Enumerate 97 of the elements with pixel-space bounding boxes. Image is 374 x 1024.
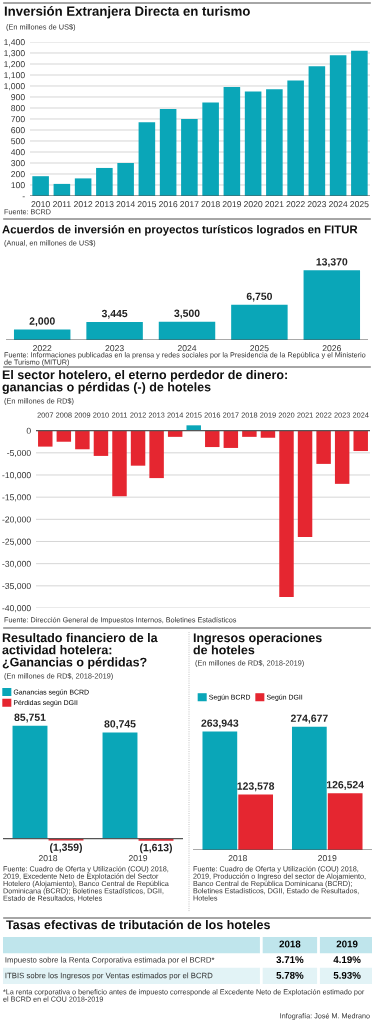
x-tick-label: 2022 — [286, 201, 305, 208]
x-tick-label: 2025 — [350, 201, 369, 208]
chart-title: Ingresos operaciones de hoteles — [193, 633, 322, 655]
bar — [308, 66, 326, 196]
bar — [266, 89, 283, 196]
chart-title: Inversión Extranjera Directa en turismo — [4, 6, 250, 19]
y-tick-label: - — [22, 196, 25, 198]
x-tick-label: 2018 — [38, 855, 58, 862]
bar — [291, 726, 327, 850]
x-tick-label: 2020 — [243, 201, 263, 208]
y-tick-label: -10,000 — [2, 472, 31, 480]
y-tick-label: 1,200 — [4, 61, 25, 69]
bar — [96, 167, 113, 196]
text: 4.19% — [333, 956, 361, 964]
data-label: 2,000 — [29, 317, 55, 327]
data-label: 6,750 — [246, 292, 273, 302]
x-tick-label: 2010 — [31, 201, 50, 208]
y-tick-label: 800 — [11, 105, 25, 112]
data-label: 123,578 — [237, 782, 275, 792]
bar — [86, 322, 143, 340]
chart-title: Resultado financiero de la actividad hotelera: ¿Ganancias o pérdidas? — [2, 633, 158, 669]
x-tick-label: 2024 — [328, 201, 348, 208]
x-tick-label: 2018 — [201, 201, 220, 208]
text: 5.78% — [276, 971, 304, 979]
x-tick-label: 2015 — [137, 201, 157, 208]
bar — [159, 109, 177, 196]
y-tick-label: -15,000 — [2, 494, 31, 502]
bar — [231, 304, 288, 340]
bar — [181, 119, 198, 196]
data-label: 3,500 — [174, 309, 200, 319]
data-label: 126,524 — [326, 781, 364, 790]
x-tick-label: 2012 — [73, 201, 93, 208]
y-tick-label: 300 — [11, 160, 25, 167]
y-tick-label: -30,000 — [2, 560, 31, 568]
bar — [244, 91, 262, 196]
y-tick-label: -40,000 — [2, 605, 31, 613]
bar — [74, 178, 92, 196]
y-tick-label: 1,100 — [4, 72, 25, 80]
bar — [202, 731, 238, 850]
data-label: (1,359) — [50, 843, 82, 853]
bar — [223, 87, 241, 196]
text: 5.93% — [333, 971, 361, 979]
bar — [287, 80, 304, 196]
category-label: 2019 — [336, 940, 358, 948]
y-tick-label: 400 — [10, 149, 25, 156]
y-tick-label: -35,000 — [2, 582, 31, 591]
data-label: 263,943 — [201, 719, 239, 729]
bar — [329, 55, 347, 196]
x-tick-label: 2014 — [116, 201, 135, 208]
y-tick-label: 500 — [11, 138, 25, 145]
y-tick-label: 1,400 — [4, 39, 25, 47]
x-tick-label: 2021 — [265, 201, 284, 208]
x-tick-label: 2017 — [180, 201, 199, 208]
y-tick-label: -25,000 — [2, 538, 31, 546]
data-label: 274,677 — [290, 714, 328, 724]
data-label: 3,445 — [101, 309, 128, 319]
x-tick-label: 2023 — [307, 201, 327, 208]
x-tick-label: 2019 — [128, 855, 148, 862]
y-tick-label: 0 — [26, 427, 31, 434]
x-tick-label: 2023 — [105, 345, 124, 352]
bar — [32, 176, 49, 196]
y-tick-label: -20,000 — [2, 516, 31, 524]
data-label: 13,370 — [316, 258, 348, 268]
x-tick-label: 2018 — [228, 855, 247, 862]
x-tick-label: 2026 — [322, 345, 341, 352]
y-tick-label: 100 — [11, 182, 25, 189]
y-tick-label: 900 — [11, 94, 25, 101]
x-tick-label: 2025 — [250, 345, 269, 352]
x-tick-label: 2024 — [177, 345, 197, 352]
y-tick-label: 1,000 — [4, 83, 25, 91]
category-label: 2018 — [279, 940, 301, 948]
bar — [117, 163, 134, 196]
x-tick-label: 2022 — [33, 345, 52, 352]
y-tick-label: 200 — [11, 171, 25, 178]
bar — [327, 793, 363, 850]
bar — [238, 794, 274, 850]
y-tick-label: -5,000 — [7, 449, 31, 458]
y-tick-label: 1,300 — [4, 50, 25, 58]
bar — [351, 50, 368, 196]
bar — [303, 270, 361, 340]
chart-title: Acuerdos de inversión en proyectos turísticos logrados en FITUR — [2, 225, 358, 236]
x-tick-label: 2019 — [222, 201, 242, 208]
x-tick-label: 2013 — [95, 201, 114, 208]
text: Tasas efectivas de tributación de los hoteles — [6, 919, 270, 930]
x-tick-label: 2011 — [53, 201, 71, 208]
x-tick-label: 2016 — [158, 201, 178, 208]
bar — [138, 122, 156, 196]
text: 3.71% — [276, 956, 304, 964]
data-label: (1,613) — [140, 843, 172, 854]
data-label: 85,751 — [14, 713, 46, 723]
x-tick-label: 2019 — [318, 855, 337, 862]
data-label: 80,745 — [104, 720, 136, 730]
bar — [158, 321, 216, 340]
y-tick-label: 700 — [11, 116, 25, 123]
y-tick-label: 600 — [11, 127, 25, 134]
chart-title: El sector hotelero, el eterno perdedor de dinero: ganancias o pérdidas (-) de hoteles — [2, 370, 287, 394]
bar — [202, 102, 219, 196]
